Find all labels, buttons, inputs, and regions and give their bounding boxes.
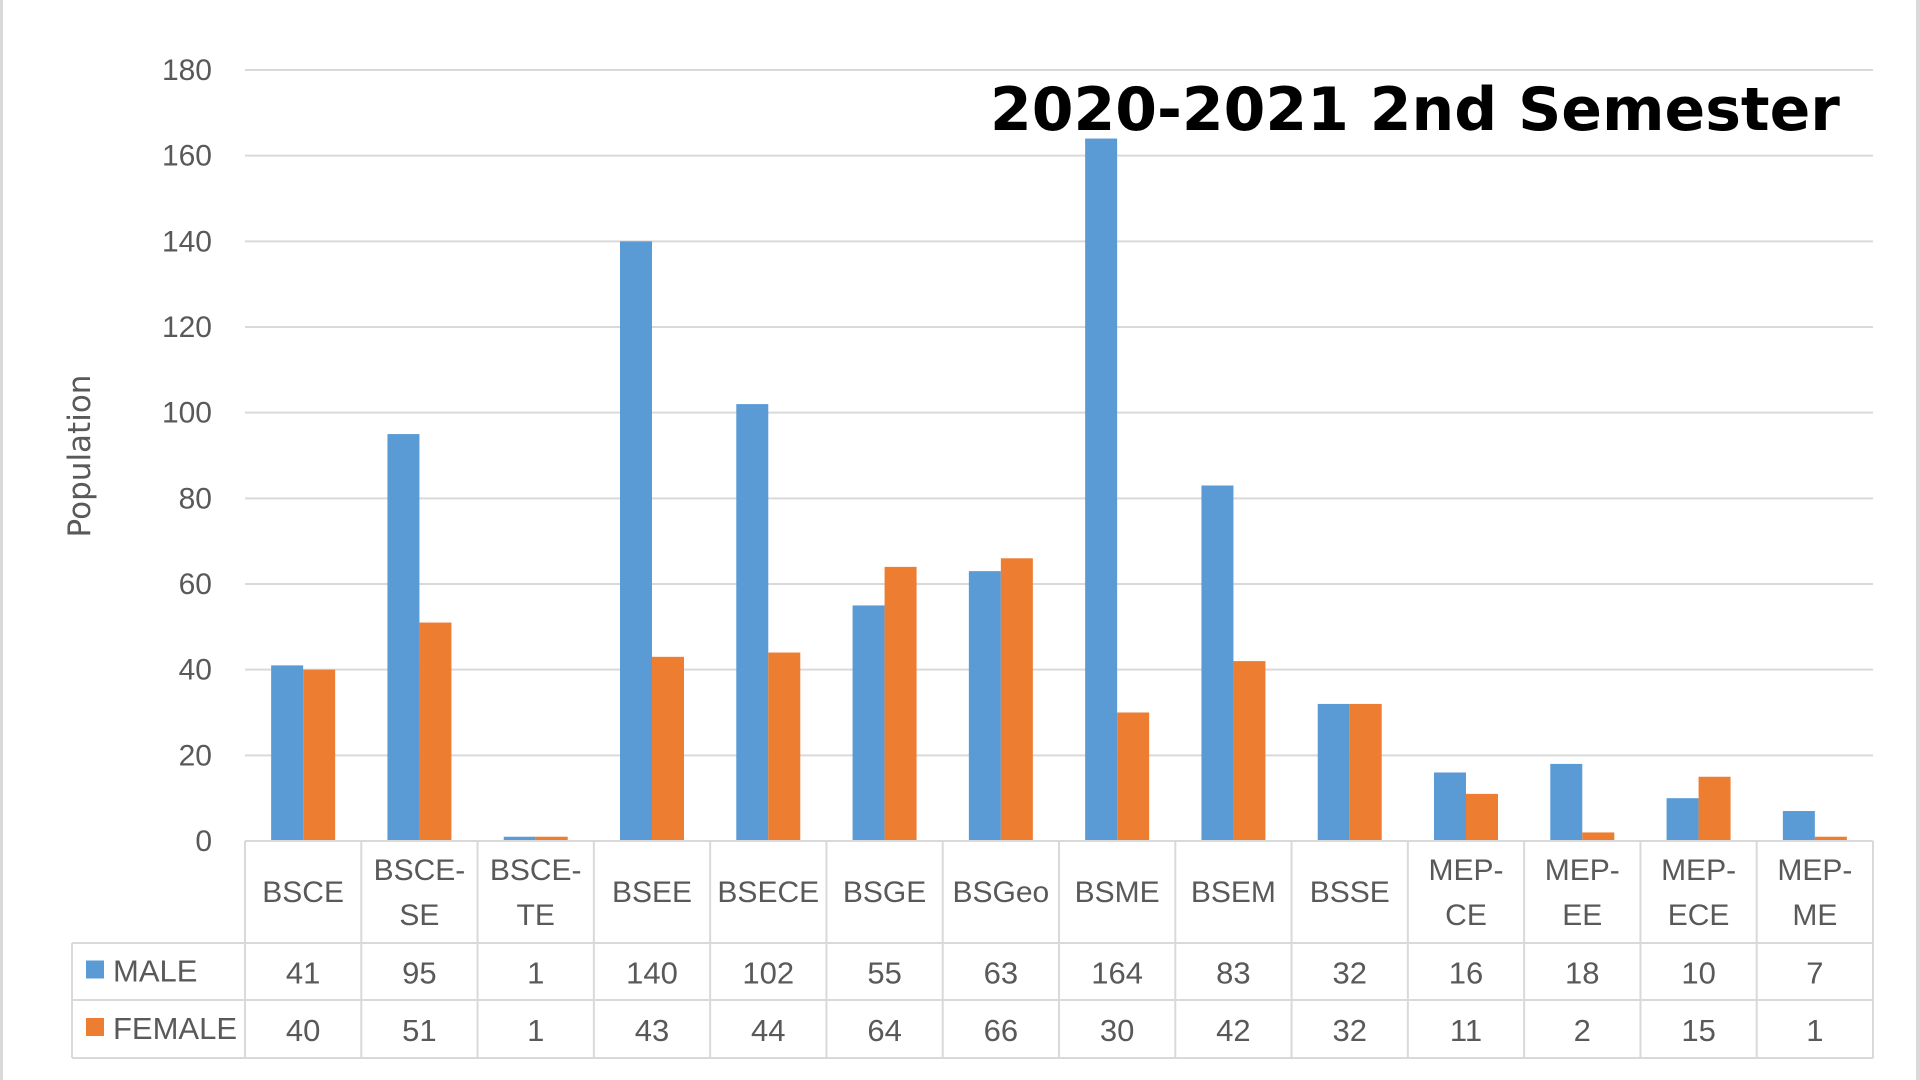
bar-female: [768, 652, 801, 841]
y-tick-label: 0: [195, 825, 212, 858]
bar-male: [852, 605, 885, 841]
category-label: BSME: [1075, 876, 1160, 909]
table-value-female: 2: [1574, 1013, 1591, 1048]
chart-title: 2020-2021 2nd Semester: [990, 75, 1840, 145]
clipped-title-remnant: 2020-2021 2nd Semester: [580, 0, 1219, 10]
category-label: CE: [1445, 899, 1487, 932]
table-value-male: 18: [1565, 956, 1599, 991]
bar-male: [1782, 811, 1815, 841]
bar-female: [1117, 712, 1150, 841]
category-label: ECE: [1668, 899, 1730, 932]
table-value-male: 1: [527, 956, 544, 991]
y-tick-label: 60: [179, 568, 212, 601]
legend-key-female: [86, 1018, 104, 1036]
category-label: MEP-: [1545, 854, 1620, 887]
table-value-female: 66: [984, 1013, 1018, 1048]
category-label: MEP-: [1777, 854, 1852, 887]
table-value-male: 7: [1806, 956, 1823, 991]
bar-male: [1085, 138, 1118, 842]
table-value-female: 43: [635, 1013, 669, 1048]
category-label: SE: [399, 899, 439, 932]
table-value-female: 42: [1216, 1013, 1250, 1048]
legend-label-male: MALE: [113, 954, 197, 989]
bar-female: [1466, 793, 1498, 841]
bar-male: [271, 665, 304, 841]
table-value-female: 15: [1681, 1013, 1715, 1048]
y-tick-label: 80: [179, 482, 212, 515]
bar-female: [652, 656, 684, 841]
table-value-male: 140: [626, 956, 678, 991]
bar-male: [1201, 485, 1234, 841]
category-label: BSGeo: [952, 876, 1049, 909]
bar-male: [736, 404, 769, 841]
table-value-female: 30: [1100, 1013, 1134, 1048]
bar-female: [1000, 558, 1033, 841]
y-tick-label: 20: [179, 739, 212, 772]
bar-female: [535, 836, 568, 841]
y-tick-label: 140: [162, 225, 212, 258]
table-value-female: 32: [1332, 1013, 1366, 1048]
table-value-female: 40: [286, 1013, 320, 1048]
category-label: BSEE: [612, 876, 692, 909]
bar-male: [620, 241, 652, 842]
category-label: BSCE-: [490, 854, 582, 887]
y-tick-label: 120: [162, 311, 212, 344]
y-tick-label: 40: [179, 654, 212, 687]
bar-female: [1233, 661, 1266, 841]
bar-male: [1666, 798, 1699, 841]
bar-female: [303, 669, 336, 841]
bar-female: [1582, 832, 1615, 841]
table-value-male: 41: [286, 956, 320, 991]
table-value-male: 83: [1216, 956, 1250, 991]
bar-male: [503, 836, 536, 841]
bar-male: [1434, 772, 1466, 841]
table-value-female: 64: [867, 1013, 901, 1048]
y-tick-label: 180: [162, 54, 212, 87]
bar-male: [1317, 703, 1350, 841]
table-value-female: 51: [402, 1013, 436, 1048]
category-label: BSSE: [1310, 876, 1390, 909]
table-value-female: 11: [1450, 1013, 1482, 1048]
legend-key-male: [86, 960, 104, 979]
table-value-male: 16: [1449, 956, 1483, 991]
table-value-male: 63: [984, 956, 1018, 991]
table-value-male: 95: [402, 956, 436, 991]
category-label: BSGE: [843, 876, 926, 909]
category-label: ME: [1792, 899, 1837, 932]
table-value-male: 164: [1091, 956, 1143, 991]
bar-female: [1814, 836, 1847, 841]
table-value-female: 1: [1806, 1013, 1823, 1048]
category-label: MEP-: [1661, 854, 1736, 887]
y-tick-label: 100: [162, 397, 212, 430]
bar-female: [1698, 776, 1731, 841]
category-label: BSEM: [1191, 876, 1276, 909]
table-value-male: 55: [867, 956, 901, 991]
bar-male: [968, 571, 1001, 841]
bar-female: [884, 566, 917, 841]
bar-female: [419, 622, 452, 841]
table-value-male: 32: [1332, 956, 1366, 991]
category-label: TE: [517, 899, 555, 932]
y-tick-label: 160: [162, 140, 212, 173]
category-label: BSCE: [262, 876, 344, 909]
category-label: MEP-: [1429, 854, 1504, 887]
category-label: BSCE-: [374, 854, 466, 887]
legend-label-female: FEMALE: [113, 1011, 237, 1046]
bar-male: [1550, 763, 1583, 841]
table-value-female: 44: [751, 1013, 785, 1048]
table-value-male: 102: [742, 956, 794, 991]
bar-female: [1349, 703, 1382, 841]
category-label: EE: [1562, 899, 1602, 932]
table-value-female: 1: [527, 1013, 544, 1048]
bar-male: [387, 434, 420, 841]
category-label: BSECE: [717, 876, 819, 909]
y-axis-title: Population: [62, 375, 98, 538]
table-value-male: 10: [1681, 956, 1715, 991]
